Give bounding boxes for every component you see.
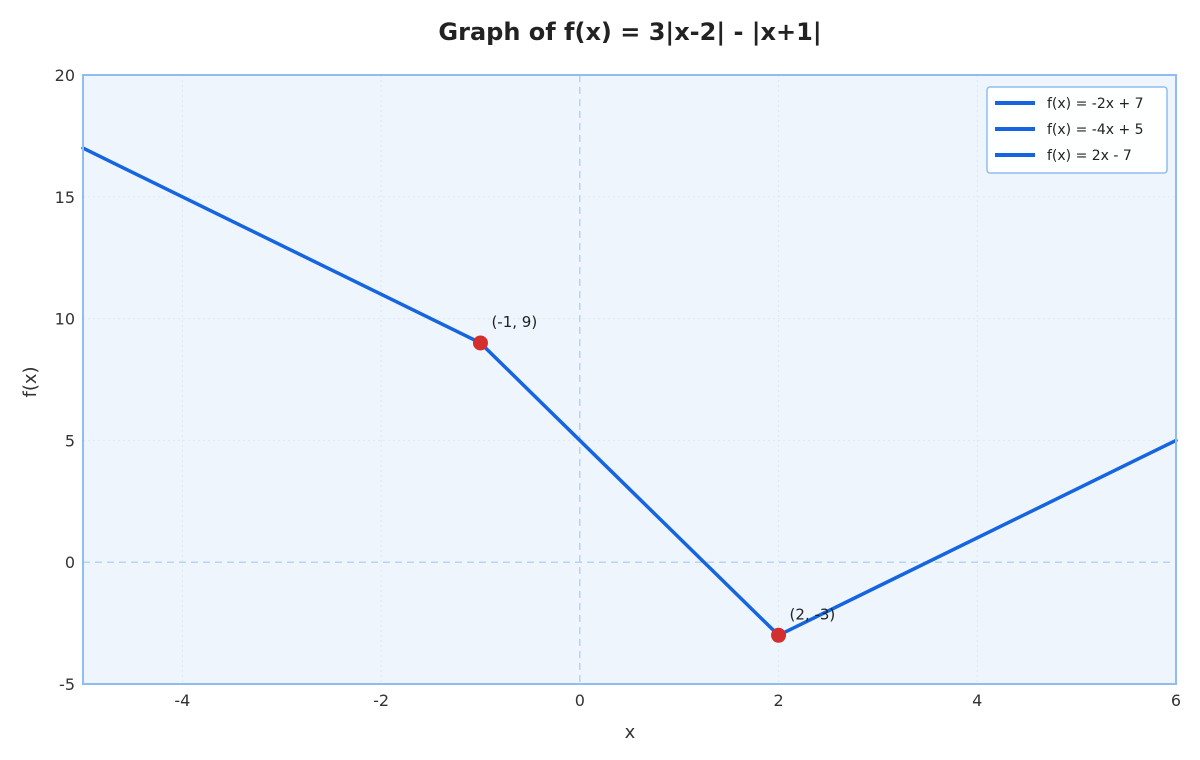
chart-title: Graph of f(x) = 3|x-2| - |x+1| bbox=[438, 18, 821, 46]
legend-label-2: f(x) = -4x + 5 bbox=[1047, 122, 1144, 138]
x-tick-label: 4 bbox=[972, 691, 982, 710]
points-group: (-1, 9) (2, -3) bbox=[472, 313, 836, 643]
x-tick-label: -4 bbox=[174, 691, 190, 710]
y-tick-label: 10 bbox=[55, 310, 75, 329]
vertex-label-1: (-1, 9) bbox=[491, 313, 537, 331]
series-group bbox=[81, 146, 1178, 638]
y-axis-label: f(x) bbox=[20, 366, 41, 397]
y-axis-ticks: -5 0 5 10 15 20 bbox=[55, 66, 75, 694]
y-tick-label: 20 bbox=[55, 66, 75, 85]
y-tick-label: -5 bbox=[59, 675, 75, 694]
vertex-label-2: (2, -3) bbox=[790, 605, 836, 623]
plot-area bbox=[83, 75, 1176, 684]
y-tick-label: 15 bbox=[55, 188, 75, 207]
series-line-2 bbox=[478, 341, 781, 638]
series-line-3 bbox=[776, 438, 1178, 638]
series-line-1 bbox=[81, 146, 483, 345]
y-tick-label: 5 bbox=[65, 431, 75, 450]
vertex-point-1 bbox=[472, 335, 488, 351]
x-axis-label: x bbox=[625, 722, 636, 743]
legend-label-1: f(x) = -2x + 7 bbox=[1047, 96, 1144, 112]
vertex-point-2 bbox=[771, 627, 787, 643]
x-tick-label: 2 bbox=[773, 691, 783, 710]
x-axis-ticks: -4 -2 0 2 4 6 bbox=[174, 691, 1181, 710]
x-tick-label: 6 bbox=[1171, 691, 1181, 710]
legend-box bbox=[986, 86, 1168, 174]
x-tick-label: -2 bbox=[373, 691, 389, 710]
zero-lines bbox=[83, 75, 1176, 684]
y-tick-label: 0 bbox=[65, 553, 75, 572]
plot-frame bbox=[82, 74, 1177, 685]
legend-label-3: f(x) = 2x - 7 bbox=[1047, 148, 1132, 164]
legend: f(x) = -2x + 7 f(x) = -4x + 5 f(x) = 2x - … bbox=[986, 86, 1168, 174]
x-tick-label: 0 bbox=[575, 691, 585, 710]
